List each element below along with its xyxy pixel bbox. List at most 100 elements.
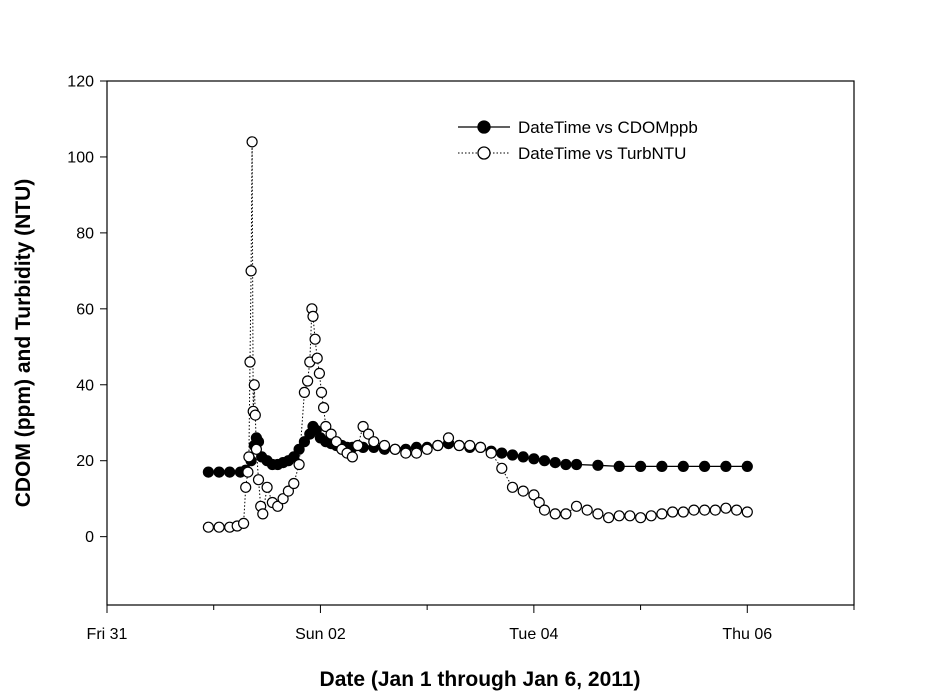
turbidity-point xyxy=(645,510,657,522)
cdom-point xyxy=(741,460,753,472)
turbidity-point xyxy=(581,504,593,516)
cdom-point xyxy=(570,458,583,471)
turbidity-point xyxy=(362,428,375,440)
y-axis-title: CDOM (ppm) and Turbidity (NTU) xyxy=(12,179,35,508)
cdom-point xyxy=(298,436,310,448)
turbidity-point xyxy=(730,504,743,516)
turbidity-point xyxy=(592,508,604,520)
cdom-point xyxy=(224,466,236,478)
turbidity-point xyxy=(656,508,668,520)
legend: DateTime vs CDOMppb DateTime vs TurbNTU xyxy=(458,118,698,163)
y-tick-label: 40 xyxy=(76,377,94,394)
cdom-point xyxy=(293,443,305,455)
turbidity-point xyxy=(464,439,476,452)
turbidity-point xyxy=(517,485,529,497)
turbidity-point xyxy=(602,512,615,524)
cdom-point xyxy=(213,466,225,478)
legend-label-2: DateTime vs TurbNTU xyxy=(518,144,686,163)
cdom-point xyxy=(613,460,625,472)
turbidity-point xyxy=(533,496,545,509)
turbidity-point xyxy=(421,443,433,455)
turbidity-point xyxy=(330,436,342,448)
y-tick-label: 20 xyxy=(76,453,94,470)
turbidity-point xyxy=(277,493,289,505)
turbidity-point xyxy=(357,420,369,433)
turbidity-point xyxy=(202,521,214,533)
cdom-point xyxy=(720,460,732,472)
turbidity-point xyxy=(261,481,273,493)
turbidity-point xyxy=(243,451,255,463)
turbidity-point xyxy=(560,508,572,520)
cdom-point xyxy=(506,449,519,461)
plot-area-frame xyxy=(106,80,855,606)
turbidity-point xyxy=(272,500,284,512)
turbidity-point xyxy=(249,409,261,421)
turbidity-point xyxy=(570,500,583,512)
turbidity-point xyxy=(309,333,321,345)
legend-marker-1 xyxy=(477,120,491,134)
series-markers xyxy=(202,136,753,533)
cdom-point xyxy=(538,455,551,467)
legend-marker-2 xyxy=(477,146,491,160)
cdom-point xyxy=(528,453,540,465)
cdom-point xyxy=(288,451,300,463)
legend-label-1: DateTime vs CDOMppb xyxy=(518,118,698,137)
turbidity-point xyxy=(688,504,700,516)
turbidity-point xyxy=(307,310,319,322)
turbidity-point xyxy=(442,432,455,444)
turbidity-point xyxy=(368,436,380,448)
turbidity-point xyxy=(288,477,300,490)
cdom-point xyxy=(656,460,668,472)
turbidity-point xyxy=(242,466,254,478)
turbidity-point xyxy=(313,367,325,379)
turbidity-point xyxy=(410,447,423,459)
turbidity-point xyxy=(240,481,252,493)
y-tick-label: 0 xyxy=(85,529,94,546)
turbidity-point xyxy=(506,481,519,493)
turbidity-point xyxy=(485,447,497,459)
turbidity-point xyxy=(389,443,401,455)
x-tick-label: Sun 02 xyxy=(295,626,346,643)
cdom-point xyxy=(698,460,711,472)
turbidity-point xyxy=(677,506,689,518)
turbidity-point xyxy=(698,504,711,516)
turbidity-point xyxy=(246,136,258,148)
turbidity-point xyxy=(244,356,256,368)
turbidity-point xyxy=(238,517,250,530)
turbidity-point xyxy=(538,504,551,516)
turbidity-point xyxy=(496,462,508,474)
cdom-point xyxy=(202,466,214,478)
x-tick-label: Fri 31 xyxy=(87,626,128,643)
cdom-point xyxy=(560,458,572,471)
turbidity-point xyxy=(666,506,679,518)
y-tick-label: 80 xyxy=(76,225,94,242)
turbidity-point xyxy=(311,352,323,364)
turbidity-point xyxy=(282,485,294,497)
turbidity-point xyxy=(432,439,444,452)
turbidity-point xyxy=(709,504,721,516)
x-axis-title: Date (Jan 1 through Jan 6, 2011) xyxy=(320,668,641,691)
y-tick-label: 120 xyxy=(67,74,94,91)
turbidity-point xyxy=(453,439,465,452)
turbidity-point xyxy=(315,386,328,398)
turbidity-point xyxy=(245,265,257,277)
cdom-point xyxy=(496,447,508,459)
turbidity-point xyxy=(298,386,310,398)
cdom-point xyxy=(634,460,647,472)
turbidity-point xyxy=(248,379,260,391)
x-tick-label: Thu 06 xyxy=(722,626,772,643)
turbidity-point xyxy=(293,458,305,471)
turbidity-point xyxy=(257,508,269,520)
turbidity-point xyxy=(549,508,561,520)
turbidity-point xyxy=(318,402,330,414)
turbidity-point xyxy=(720,502,732,514)
turbidity-point xyxy=(250,443,262,455)
cdom-point xyxy=(517,451,529,463)
turbidity-point xyxy=(378,439,391,452)
turbidity-point xyxy=(613,510,625,522)
x-tick-label: Tue 04 xyxy=(509,626,558,643)
turbidity-point xyxy=(320,420,332,433)
turbidity-point xyxy=(634,512,647,524)
turbidity-point xyxy=(302,375,314,387)
